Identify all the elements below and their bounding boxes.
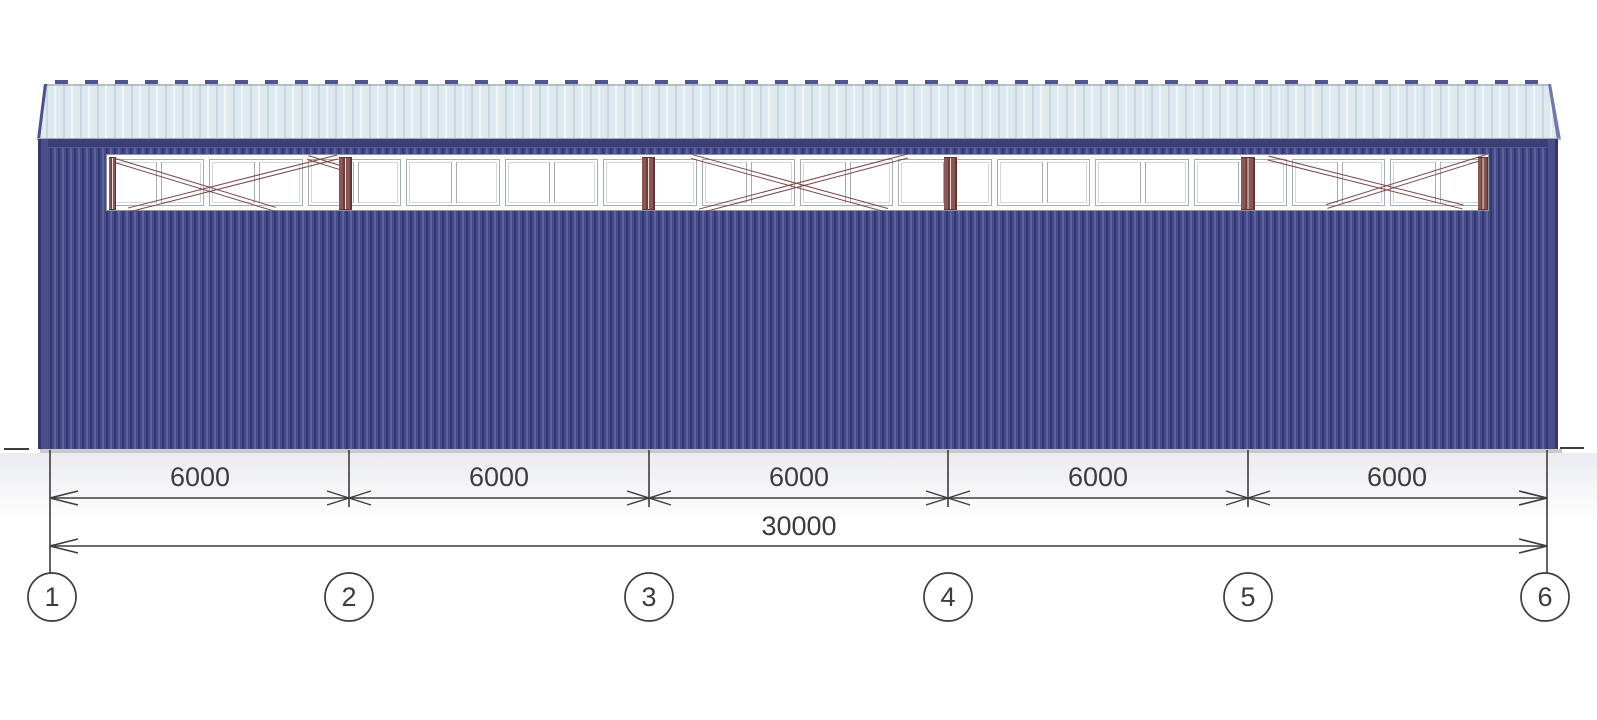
steel-column bbox=[1478, 157, 1488, 210]
window-unit bbox=[701, 159, 795, 206]
steel-column bbox=[1241, 157, 1255, 210]
grid-bubble bbox=[1223, 572, 1273, 622]
grid-bubbles: 1 2 3 4 5 6 bbox=[27, 572, 1570, 622]
window-band-overlay bbox=[106, 154, 1489, 211]
steel-column bbox=[338, 157, 352, 210]
window-unit bbox=[209, 159, 303, 206]
window-unit bbox=[1292, 159, 1386, 206]
total-dimension-label: 30000 bbox=[761, 511, 836, 541]
grid-bubble-label: 2 bbox=[341, 582, 356, 612]
wall-base-shadow bbox=[40, 449, 1562, 453]
bay-dimension-label: 6000 bbox=[1367, 462, 1427, 492]
dimension-annotations: 6000 6000 6000 6000 6000 30000 1 2 3 4 5… bbox=[4, 447, 1584, 622]
steel-column bbox=[641, 157, 655, 210]
window-unit bbox=[406, 159, 500, 206]
grid-bubble bbox=[27, 572, 77, 622]
steel-column bbox=[108, 157, 116, 210]
cross-brace bbox=[1267, 155, 1464, 209]
window-band bbox=[106, 154, 1489, 211]
window-unit bbox=[799, 159, 894, 206]
roof-ridge-dashes bbox=[55, 80, 1545, 86]
grid-bubble bbox=[923, 572, 973, 622]
overall-dimension-line bbox=[49, 538, 1548, 554]
corner-trim-left bbox=[38, 139, 48, 449]
grid-bubble-label: 5 bbox=[1240, 582, 1255, 612]
bay-dimension-label: 6000 bbox=[769, 462, 829, 492]
roof-gable-trim-left bbox=[36, 84, 48, 140]
roof-panel bbox=[37, 84, 1561, 139]
bay-dimension-line bbox=[49, 490, 1548, 506]
grid-bubble bbox=[324, 572, 374, 622]
cross-brace bbox=[111, 157, 277, 211]
ground-shading bbox=[0, 453, 1597, 523]
steel-column bbox=[943, 157, 957, 210]
window-unit bbox=[1390, 159, 1484, 206]
grid-bubble-label: 1 bbox=[44, 582, 59, 612]
cross-brace bbox=[127, 154, 338, 211]
ground-ticks bbox=[4, 447, 1584, 450]
grid-bubble bbox=[624, 572, 674, 622]
grid-bubble-label: 4 bbox=[940, 582, 955, 612]
bay-dimension-label: 6000 bbox=[469, 462, 529, 492]
cross-brace bbox=[699, 154, 909, 211]
bay-dimension-label: 6000 bbox=[1068, 462, 1128, 492]
grid-bubble bbox=[1520, 572, 1570, 622]
window-unit bbox=[504, 159, 599, 206]
window-unit bbox=[1095, 159, 1189, 206]
corner-trim-right bbox=[1548, 139, 1558, 449]
window-unit bbox=[307, 159, 402, 206]
window-unit bbox=[996, 159, 1091, 206]
grid-bubble-label: 6 bbox=[1537, 582, 1552, 612]
fascia-band bbox=[38, 139, 1558, 148]
grid-bubble-label: 3 bbox=[641, 582, 656, 612]
intermediate-dimension-ticks bbox=[326, 490, 1271, 506]
bay-dimension-label: 6000 bbox=[170, 462, 230, 492]
